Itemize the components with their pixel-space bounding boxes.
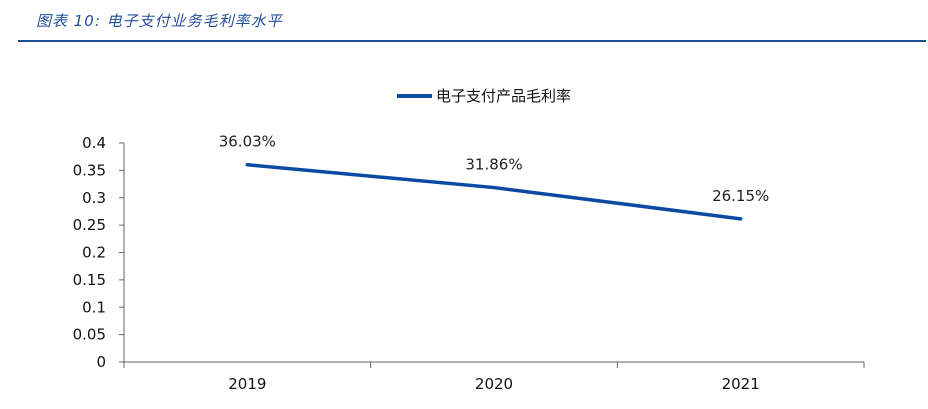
chart-legend: 电子支付产品毛利率: [397, 87, 571, 105]
data-point: [245, 163, 249, 167]
x-axis-ticks: 2019 2020 2021: [123, 362, 865, 393]
x-tick-label: 2020: [475, 375, 513, 393]
y-tick-label: 0.35: [73, 161, 106, 179]
y-tick-label: 0.4: [82, 134, 106, 152]
y-tick-label: 0: [96, 353, 106, 371]
y-tick-label: 0.2: [82, 244, 106, 262]
y-tick-label: 0.3: [82, 189, 106, 207]
y-tick-label: 0.25: [73, 216, 106, 234]
chart-axes: [123, 143, 864, 363]
caption-divider: [18, 40, 926, 42]
figure-caption: 图表 10: 电子支付业务毛利率水平: [36, 12, 283, 30]
data-label: 26.15%: [712, 187, 769, 205]
x-tick-label: 2021: [722, 375, 760, 393]
x-tick-label: 2019: [228, 375, 266, 393]
data-point: [492, 186, 496, 190]
y-tick-label: 0.15: [73, 271, 106, 289]
y-axis-ticks: 0 0.05 0.1 0.15 0.2 0.25 0.3 0.35 0.4: [73, 134, 124, 371]
data-label: 36.03%: [219, 133, 276, 151]
data-label: 31.86%: [465, 156, 522, 174]
series-group: 36.03% 31.86% 26.15%: [219, 133, 769, 221]
legend-label: 电子支付产品毛利率: [436, 87, 571, 105]
y-tick-label: 0.1: [82, 298, 106, 316]
data-point: [739, 217, 743, 221]
y-tick-label: 0.05: [73, 326, 106, 344]
